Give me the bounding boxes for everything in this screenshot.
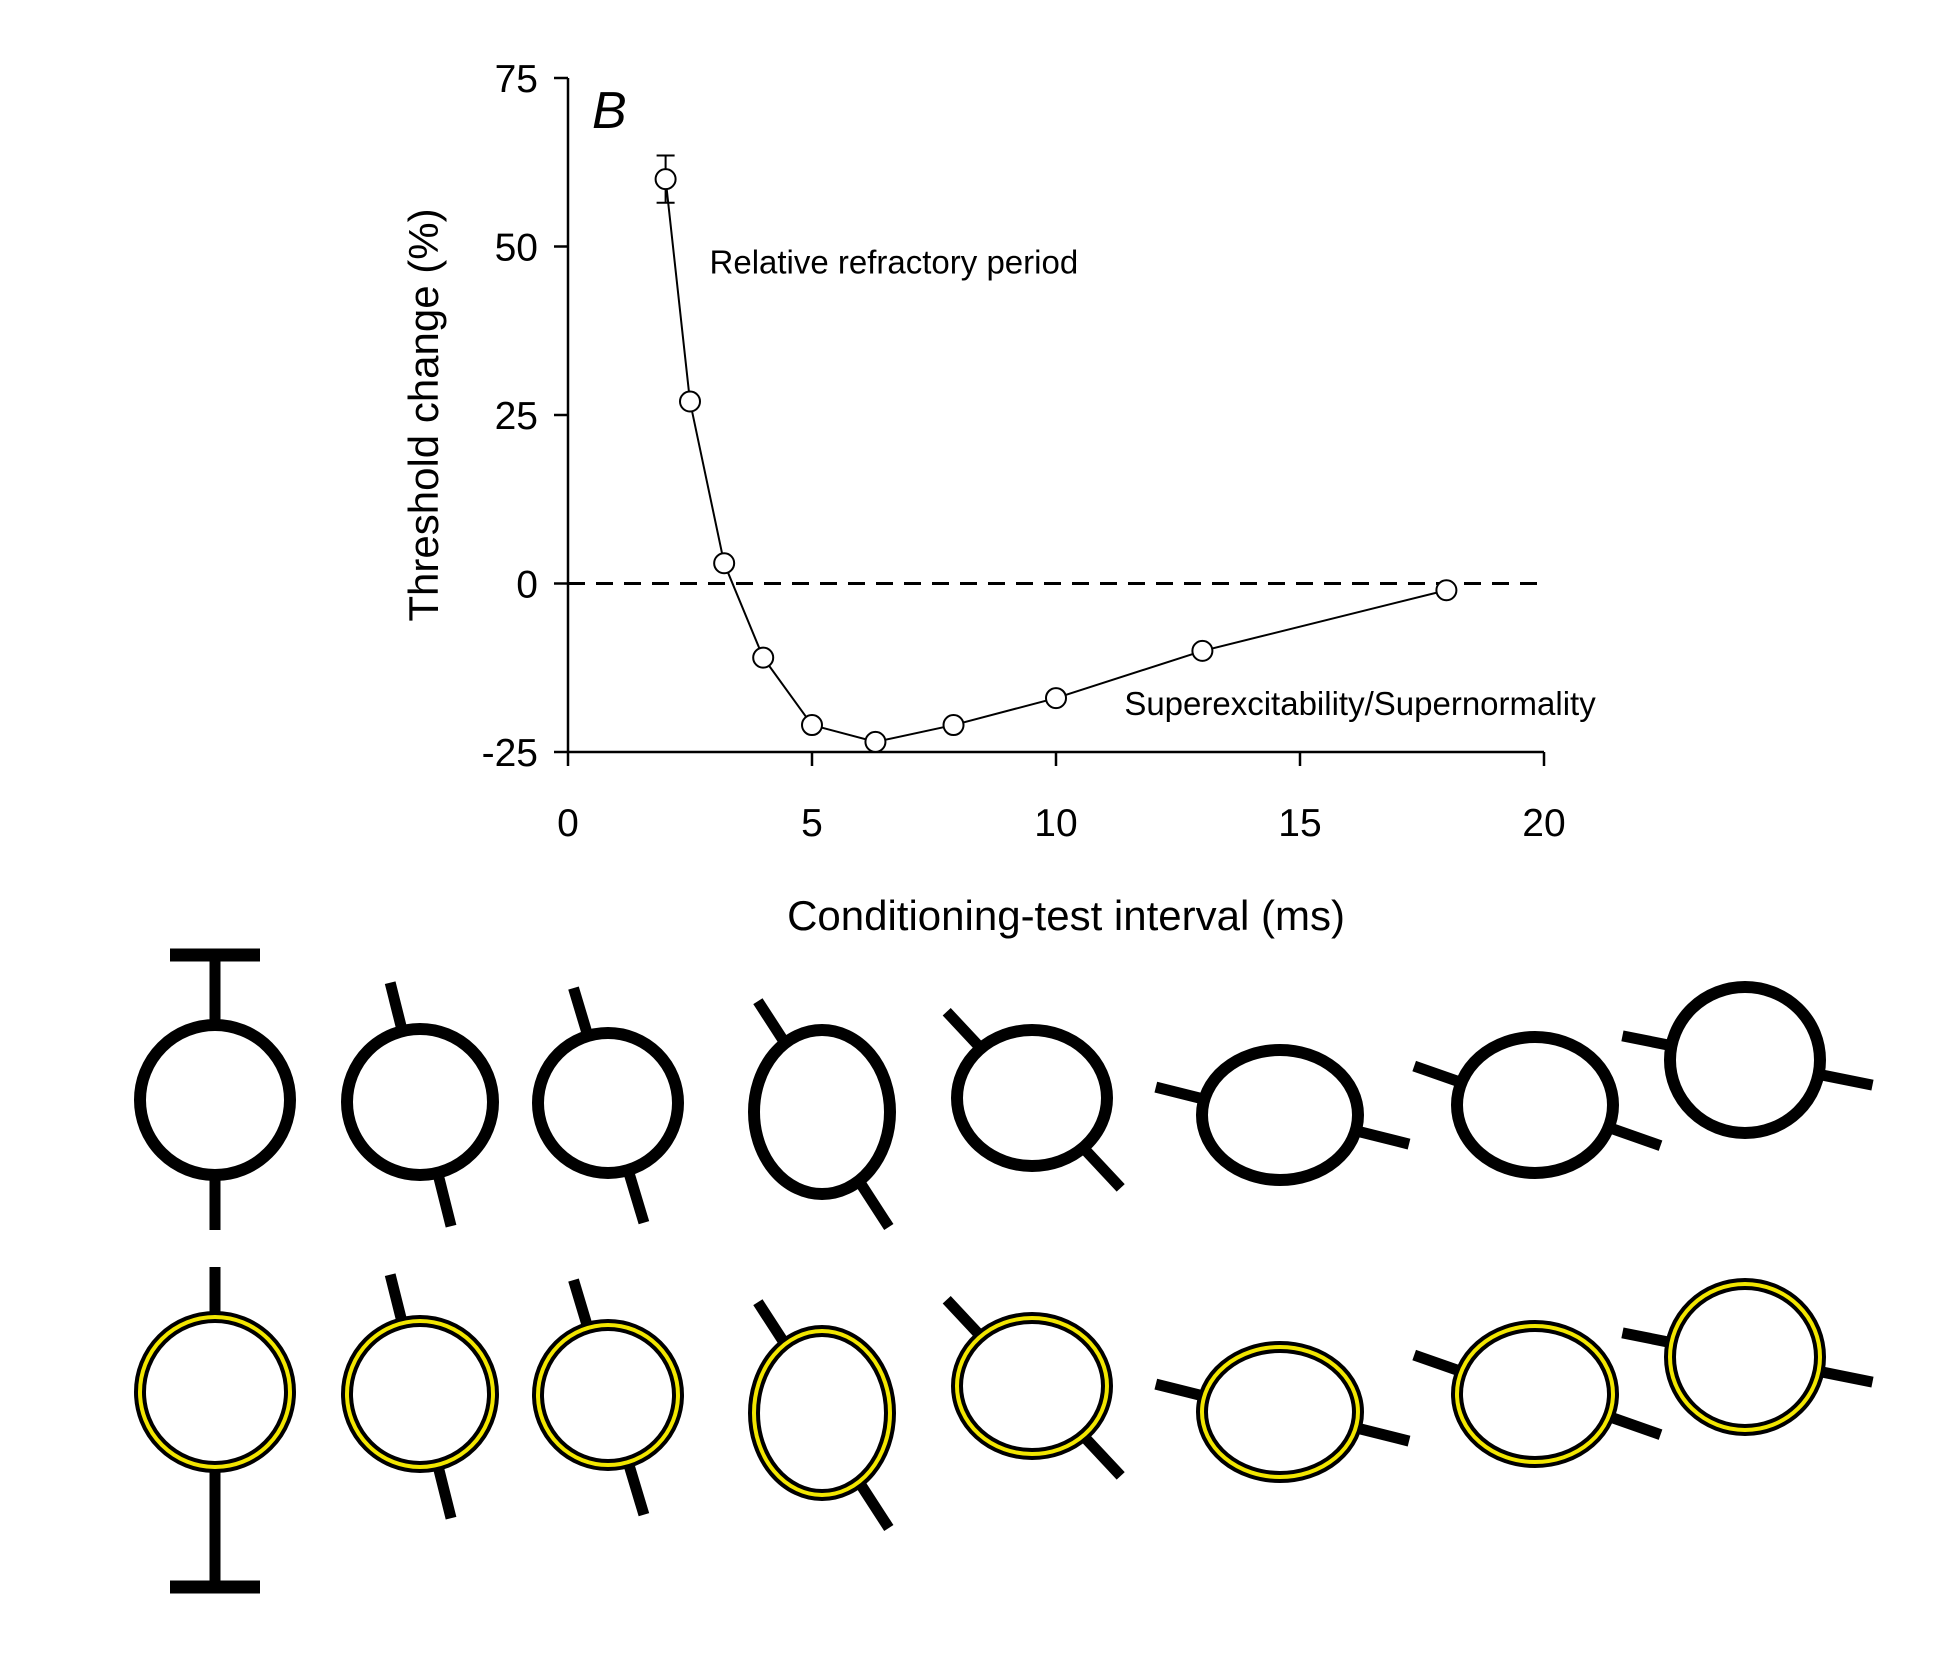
zoom-connector [384,981,408,1033]
zoom-connector [1817,1068,1874,1091]
zoom-connector [1354,1125,1411,1150]
x-ticks: 0 5 10 15 20 [557,752,1566,845]
y-axis-title: Threshold change (%) [400,208,447,621]
data-point [864,730,887,753]
zoom-connector [1079,1431,1125,1480]
fitted-ring [1200,1345,1360,1479]
x-tick-label: 15 [1278,802,1321,845]
zoom-marker [748,1024,896,1200]
zoom-connector [1079,1143,1125,1192]
zoom-connector [942,1007,985,1053]
zoom-connector [1154,1081,1206,1105]
fitted-ring [955,1316,1109,1456]
y-tick-label: 75 [495,58,538,101]
zoom-connector [1606,1411,1663,1440]
zoom-connector [854,1478,894,1532]
zoomed-markers [134,948,1874,1594]
y-tick-label: 25 [495,395,538,438]
x-axis-title: Conditioning-test interval (ms) [787,892,1345,939]
zoom-connector [432,1463,457,1520]
data-point [1191,639,1214,662]
panel-label: B [592,82,627,140]
data-point [713,552,736,575]
annotation-superexcitability: Superexcitability/Supernormality [1124,685,1596,722]
y-tick-label: -25 [482,732,538,775]
zoom-connector [568,1278,594,1330]
zoom-marker [532,1027,684,1179]
data-point [1435,579,1458,602]
zoom-marker [1664,981,1826,1139]
zoom-connector [384,1273,408,1325]
data-point [654,168,677,191]
fitted-ring [1668,1282,1822,1432]
zoom-connector [1412,1349,1464,1377]
zoom-connector [1606,1122,1663,1151]
x-tick-label: 20 [1522,802,1565,845]
zoom-marker [341,1023,499,1181]
y-tick-label: 0 [516,564,538,607]
zoom-connector [1412,1060,1464,1088]
fitted-ring [345,1319,495,1469]
zoom-connector [622,1168,650,1225]
zoom-connector [1817,1365,1874,1388]
y-tick-label: 50 [495,227,538,270]
zoom-connector [1154,1378,1206,1402]
data-point [801,714,823,737]
zoom-connector [753,998,790,1047]
zoom-connector [1354,1422,1411,1447]
fitted-ring [752,1329,892,1497]
zoom-connector [1621,1327,1673,1349]
zoom-connector [568,986,594,1038]
fitted-ring [536,1323,680,1467]
zoom-marker [951,1024,1113,1172]
data-points [654,168,1458,753]
zoom-marker [134,1019,296,1181]
zoom-connector [854,1177,894,1231]
zoom-connector [432,1171,457,1228]
data-point [942,714,965,737]
fitted-ring [138,1315,292,1469]
x-tick-label: 10 [1034,802,1077,845]
zoom-marker [1196,1044,1364,1186]
y-ticks: 75 50 25 0 -25 [482,58,568,775]
series-line [664,178,1447,743]
fitted-ring [1455,1324,1615,1464]
zoom-connector [942,1295,985,1341]
zoom-marker [1451,1031,1619,1179]
x-tick-label: 5 [801,802,823,845]
plot-area: 75 50 25 0 -25 0 5 10 15 20 B Relative refractor… [400,58,1596,939]
data-point [1045,687,1067,710]
annotation-relative-refractory-period: Relative refractory period [710,243,1079,280]
zoom-connector [753,1299,790,1348]
zoom-connector [1621,1030,1673,1052]
x-tick-label: 0 [557,802,579,845]
zoom-connector [622,1460,650,1517]
data-point [679,390,701,413]
data-point [752,646,775,669]
